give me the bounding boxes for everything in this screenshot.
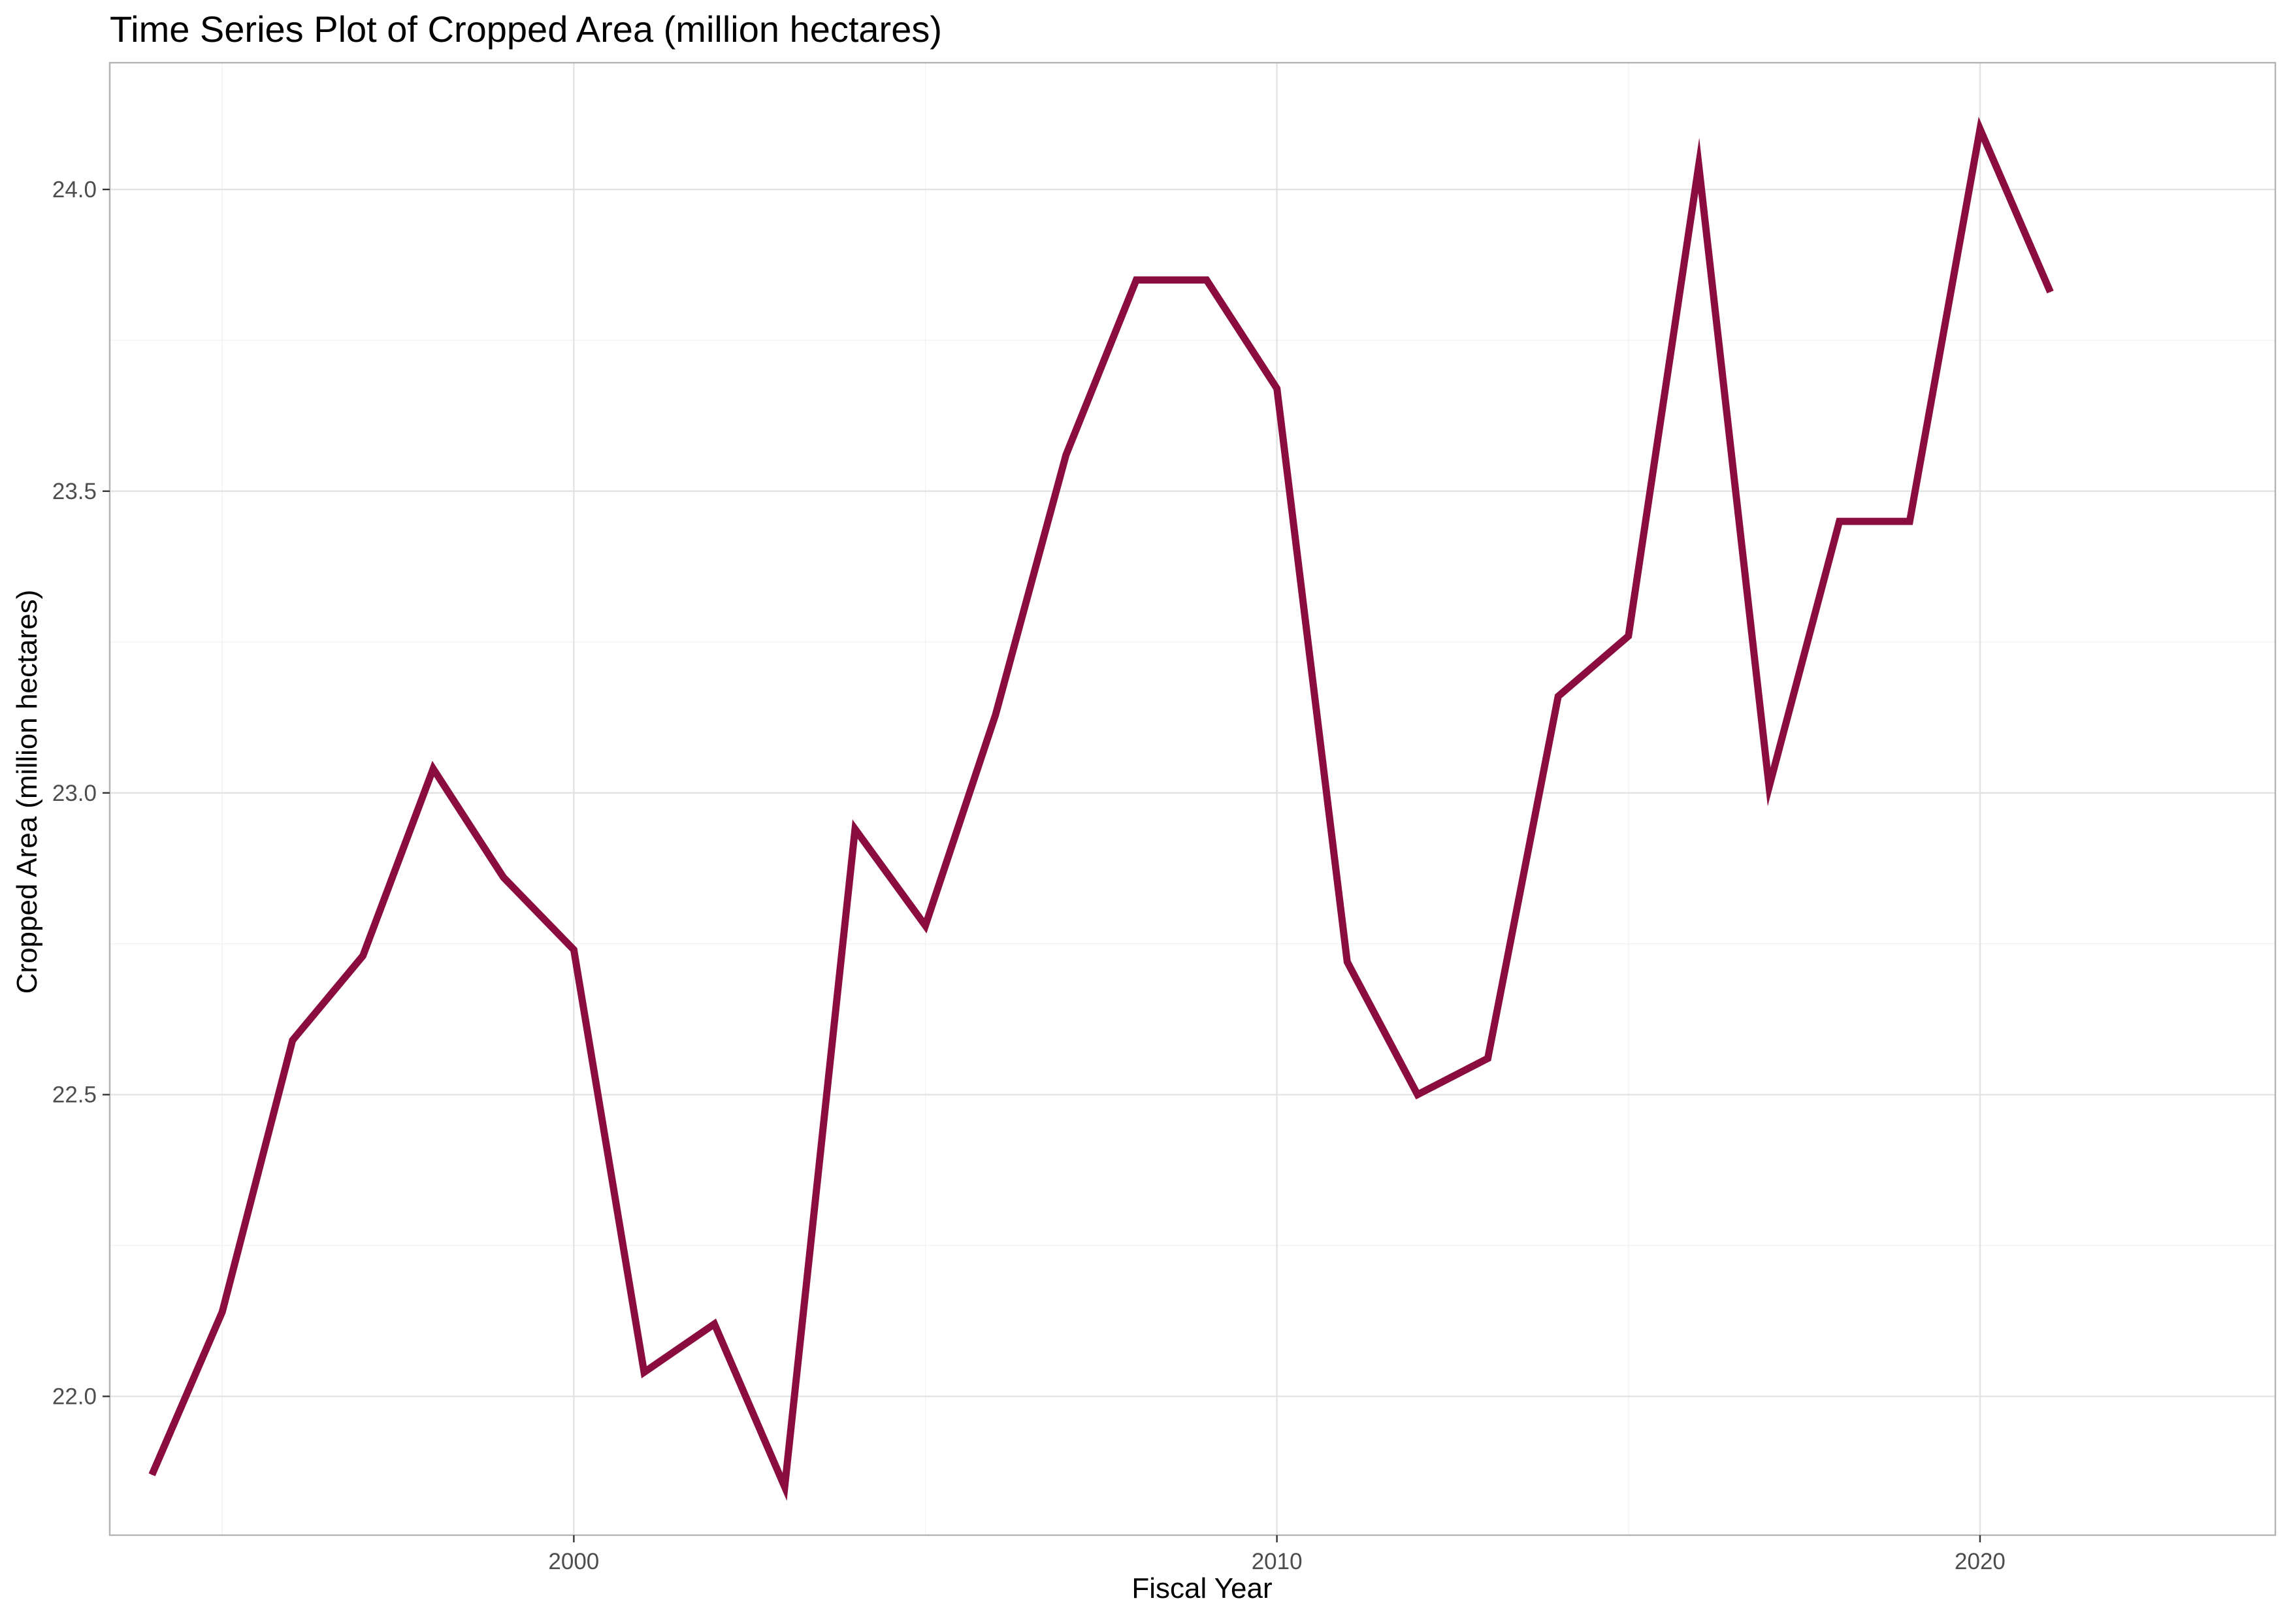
chart-title: Time Series Plot of Cropped Area (millio… [110,8,942,50]
data-point-0-11 [925,925,926,926]
series-layer [148,116,2054,1501]
y-tick-label-0: 22.0 [52,1384,97,1410]
y-axis-ticks: 22.0 22.5 23.0 23.5 24.0 [52,177,110,1410]
y-tick-label-1: 22.5 [52,1082,97,1108]
y-tick-label-3: 23.5 [52,479,97,504]
y-tick-label-2: 23.0 [52,781,97,806]
x-tick-label-2: 2020 [1955,1549,2006,1574]
y-axis-title: Cropped Area (million hectares) [11,590,43,994]
data-point-0-22 [1698,165,1699,166]
x-tick-label-0: 2000 [548,1549,599,1574]
data-point-0-4 [432,768,434,770]
plot-panel-border [108,61,2277,1536]
data-point-0-18 [1417,1094,1418,1096]
series-line-0 [148,116,2054,1501]
minor-gridlines [110,63,2275,1535]
x-axis-title: Fiscal Year [1131,1572,1272,1604]
data-point-0-27 [2050,291,2051,293]
data-point-0-24 [1839,521,1840,522]
x-tick-label-1: 2010 [1252,1549,1303,1574]
data-point-0-19 [1487,1058,1489,1059]
x-axis-ticks: 2000 2010 2020 [548,1535,2006,1574]
data-point-0-2 [292,1040,293,1041]
data-point-0-10 [854,828,856,830]
data-point-0-25 [1909,521,1910,522]
data-point-0-16 [1276,388,1278,389]
y-tick-label-4: 24.0 [52,177,97,203]
data-point-0-5 [503,877,504,878]
